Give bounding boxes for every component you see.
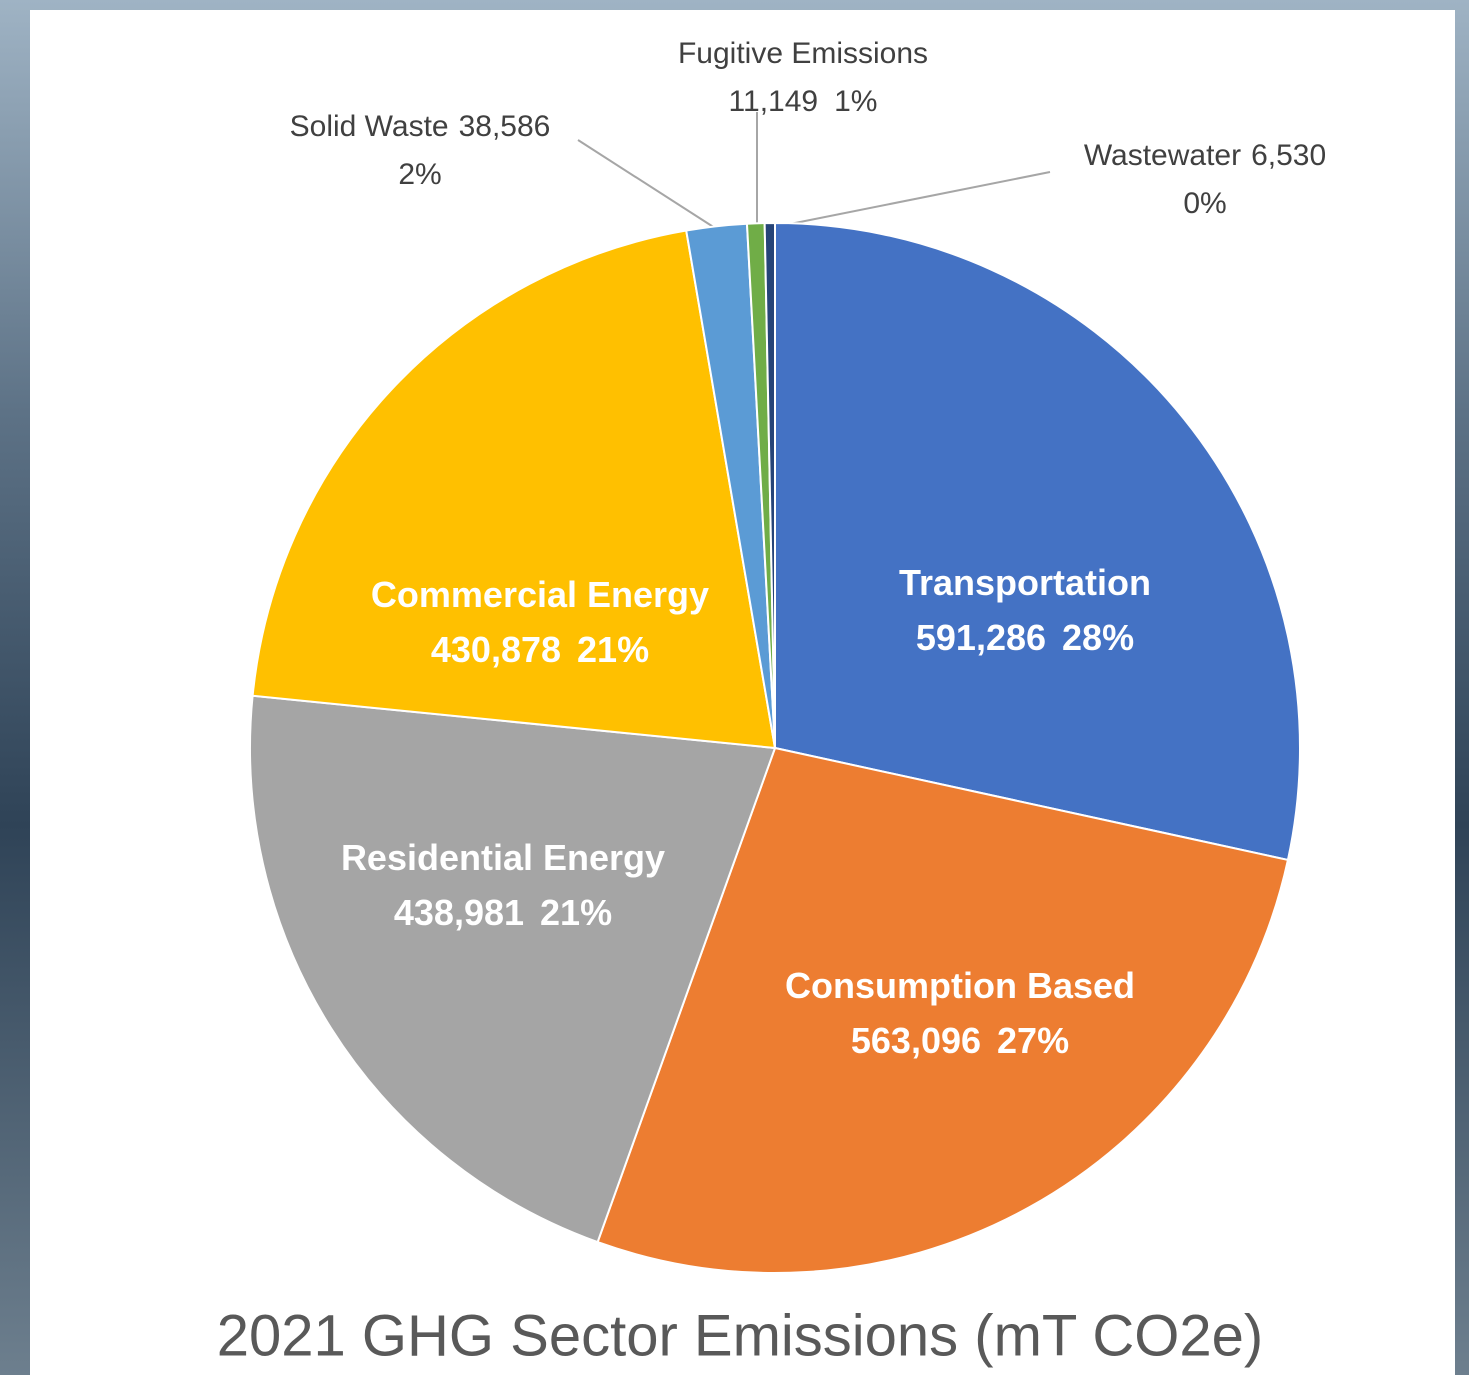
percent-label: 2% <box>398 158 441 191</box>
category-label: Commercial Energy <box>371 574 709 615</box>
category-label: Solid Waste <box>290 110 449 143</box>
chart-title: 2021 GHG Sector Emissions (mT CO2e) <box>217 1303 1263 1368</box>
percent-label: 27% <box>997 1020 1069 1061</box>
value-label: 563,096 <box>851 1020 981 1061</box>
category-label: Residential Energy <box>341 837 665 878</box>
category-label: Transportation <box>899 562 1151 603</box>
data-label: Fugitive Emissions <box>678 37 928 70</box>
value-label: 438,981 <box>394 892 524 933</box>
page: {"chart_data": {"type": "pie", "title": … <box>0 0 1469 1375</box>
data-label: Solid Waste 38,586 <box>290 110 551 143</box>
value-label: 430,878 <box>431 629 561 670</box>
data-label: 591,286 28% <box>916 617 1134 658</box>
data-label: 0% <box>1183 187 1226 220</box>
data-label: 563,096 27% <box>851 1020 1069 1061</box>
percent-label: 21% <box>540 892 612 933</box>
percent-label: 28% <box>1062 617 1134 658</box>
category-label: Fugitive Emissions <box>678 37 928 70</box>
data-label: Consumption Based <box>785 965 1135 1006</box>
data-label: Commercial Energy <box>371 574 709 615</box>
value-label: 591,286 <box>916 617 1046 658</box>
category-label: Wastewater <box>1084 139 1241 172</box>
data-label: 430,878 21% <box>431 629 649 670</box>
data-label: 11,149 1% <box>729 85 878 118</box>
chart: 2021 GHG Sector Emissions (mT CO2e) Tran… <box>0 0 1469 1375</box>
percent-label: 21% <box>577 629 649 670</box>
value-label: 6,530 <box>1251 139 1326 172</box>
value-label: 38,586 <box>459 110 551 143</box>
data-label: 2% <box>398 158 441 191</box>
percent-label: 0% <box>1183 187 1226 220</box>
data-label: Residential Energy <box>341 837 665 878</box>
data-label: 438,981 21% <box>394 892 612 933</box>
value-label: 11,149 <box>729 85 819 118</box>
data-label: Wastewater 6,530 <box>1084 139 1326 172</box>
percent-label: 1% <box>834 85 877 118</box>
data-label: Transportation <box>899 562 1151 603</box>
category-label: Consumption Based <box>785 965 1135 1006</box>
